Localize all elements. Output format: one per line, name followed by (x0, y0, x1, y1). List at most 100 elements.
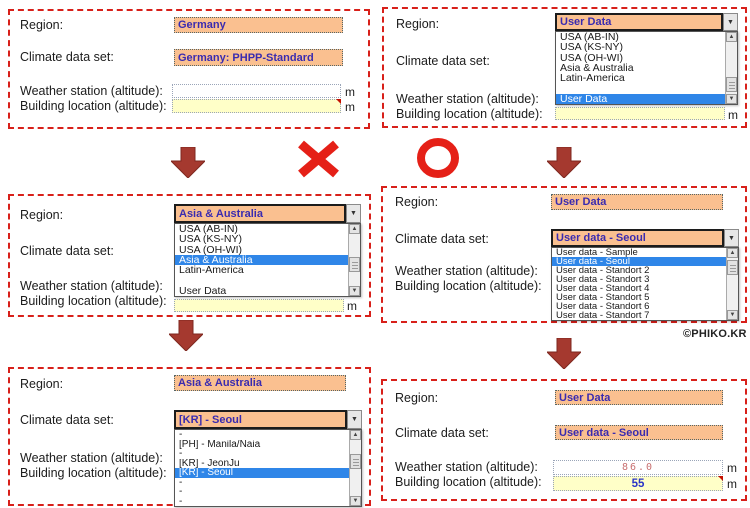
dropdown-option[interactable]: Asia & Australia (560, 62, 634, 74)
dropdown-option[interactable]: - (179, 449, 183, 459)
scrollbar-thumb[interactable] (726, 77, 737, 92)
dropdown-option[interactable] (556, 83, 725, 93)
building-label: Building location (altitude): (20, 466, 167, 480)
dropdown-option[interactable]: User data - Sample (556, 248, 638, 257)
building-field[interactable] (174, 299, 344, 312)
wrong-mark-icon (296, 140, 341, 178)
climate-field[interactable]: User data - Seoul (555, 425, 723, 440)
dropdown-option[interactable]: User Data (556, 93, 725, 104)
climate-combobox[interactable]: User data - Seoul (551, 229, 724, 247)
dropdown-option[interactable]: USA (KS-NY) (560, 42, 624, 53)
dropdown-option[interactable]: User data - Standort 5 (556, 293, 650, 302)
weather-label: Weather station (altitude): (395, 460, 538, 474)
dropdown-option[interactable]: USA (KS-NY) (179, 234, 243, 245)
scrollbar-thumb[interactable] (349, 257, 360, 272)
chevron-down-icon: ▼ (351, 416, 358, 423)
climate-dropdown-list: User data - Sample User data - Seoul User … (551, 247, 739, 321)
region-field[interactable]: User Data (555, 390, 723, 405)
scrollbar-thumb[interactable] (350, 454, 361, 469)
scrollbar[interactable]: ▲ ▼ (726, 248, 738, 320)
unit-label: m (345, 100, 355, 114)
building-label: Building location (altitude): (20, 294, 167, 308)
scroll-down-icon[interactable]: ▼ (727, 310, 738, 320)
scroll-up-icon[interactable]: ▲ (349, 224, 360, 234)
dropdown-option[interactable]: Asia & Australia (175, 254, 348, 266)
building-label: Building location (altitude): (20, 99, 167, 113)
region-label: Region: (20, 18, 64, 32)
dropdown-option[interactable]: USA (AB-IN) (179, 224, 238, 235)
flow-arrow-down-icon (169, 146, 207, 179)
climate-label: Climate data set: (396, 54, 490, 68)
dropdown-arrow-button[interactable]: ▼ (723, 13, 738, 31)
scroll-up-icon[interactable]: ▲ (727, 248, 738, 258)
scroll-up-icon[interactable]: ▲ (726, 32, 737, 42)
weather-label: Weather station (altitude): (396, 92, 539, 106)
region-field[interactable]: User Data (551, 194, 723, 210)
dropdown-arrow-button[interactable]: ▼ (347, 410, 362, 429)
unit-label: m (727, 461, 737, 475)
building-field[interactable] (555, 107, 725, 120)
building-field[interactable]: 55 (553, 476, 723, 491)
dropdown-option[interactable]: USA (OH-WI) (179, 244, 242, 255)
dropdown-option[interactable]: - (179, 487, 183, 497)
dropdown-arrow-button[interactable]: ▼ (724, 229, 739, 247)
scroll-down-icon[interactable]: ▼ (349, 286, 360, 296)
building-field[interactable] (172, 99, 341, 113)
scroll-down-icon[interactable]: ▼ (726, 94, 737, 104)
weather-field[interactable]: 86.0 (553, 460, 723, 475)
dropdown-option[interactable]: User data - Seoul (552, 257, 726, 266)
dropdown-option[interactable]: [KR] - JeonJu (179, 458, 240, 468)
dropdown-option[interactable]: Latin-America (560, 73, 625, 84)
scrollbar[interactable]: ▲ ▼ (725, 32, 737, 104)
dropdown-option[interactable]: User Data (179, 285, 227, 296)
region-combobox[interactable]: User Data (555, 13, 723, 31)
unit-label: m (727, 477, 737, 491)
dropdown-option[interactable]: Latin-America (179, 265, 244, 276)
watermark: ©PHIKO.KR (683, 328, 747, 340)
chevron-down-icon: ▼ (728, 234, 735, 242)
dropdown-option[interactable]: USA (AB-IN) (560, 32, 619, 43)
dropdown-option[interactable] (175, 275, 348, 285)
climate-label: Climate data set: (20, 244, 114, 258)
dropdown-option[interactable]: - (179, 430, 183, 440)
dropdown-option[interactable]: [KR] - Seoul (175, 468, 349, 478)
region-label: Region: (395, 195, 439, 209)
dropdown-option[interactable]: [PH] - Manila/Naia (179, 439, 261, 449)
scrollbar[interactable]: ▲ ▼ (348, 224, 360, 296)
dropdown-option[interactable]: User data - Standort 3 (556, 275, 650, 284)
flow-arrow-down-icon (545, 337, 583, 370)
region-label: Region: (20, 208, 64, 222)
dropdown-option[interactable]: User data - Standort 6 (556, 302, 650, 311)
region-dropdown-list: USA (AB-IN) USA (KS-NY) USA (OH-WI) Asia & … (555, 31, 738, 105)
comment-marker-icon (336, 99, 341, 104)
climate-combobox[interactable]: [KR] - Seoul (174, 410, 347, 429)
scroll-down-icon[interactable]: ▼ (350, 496, 361, 506)
flow-arrow-down-icon (545, 146, 583, 179)
building-label: Building location (altitude): (396, 107, 543, 121)
flow-arrow-down-icon (167, 319, 205, 352)
climate-field[interactable]: Germany: PHPP-Standard (174, 49, 343, 66)
dropdown-arrow-button[interactable]: ▼ (346, 204, 361, 223)
dropdown-option[interactable]: - (179, 477, 183, 487)
weather-field[interactable] (172, 84, 341, 98)
weather-label: Weather station (altitude): (20, 451, 163, 465)
dropdown-option[interactable]: USA (OH-WI) (560, 52, 623, 63)
region-label: Region: (395, 391, 439, 405)
building-label: Building location (altitude): (395, 475, 542, 489)
step-panel-6: Region: User Data Climate data set: User… (381, 379, 747, 501)
scroll-up-icon[interactable]: ▲ (350, 430, 361, 440)
scrollbar-thumb[interactable] (727, 260, 738, 275)
region-field[interactable]: Germany (174, 17, 343, 33)
step-panel-1: Region: Germany Climate data set: German… (8, 9, 370, 129)
scrollbar[interactable]: ▲ ▼ (349, 430, 361, 506)
building-label: Building location (altitude): (395, 279, 542, 293)
climate-label: Climate data set: (395, 232, 489, 246)
dropdown-option[interactable]: User data - Standort 2 (556, 266, 650, 275)
dropdown-option[interactable]: User data - Standort 7 (556, 311, 650, 320)
dropdown-option[interactable]: - (179, 496, 183, 506)
region-combobox[interactable]: Asia & Australia (174, 204, 346, 223)
region-field[interactable]: Asia & Australia (174, 375, 346, 391)
dropdown-option[interactable]: User data - Standort 4 (556, 284, 650, 293)
correct-mark-icon (416, 138, 460, 178)
